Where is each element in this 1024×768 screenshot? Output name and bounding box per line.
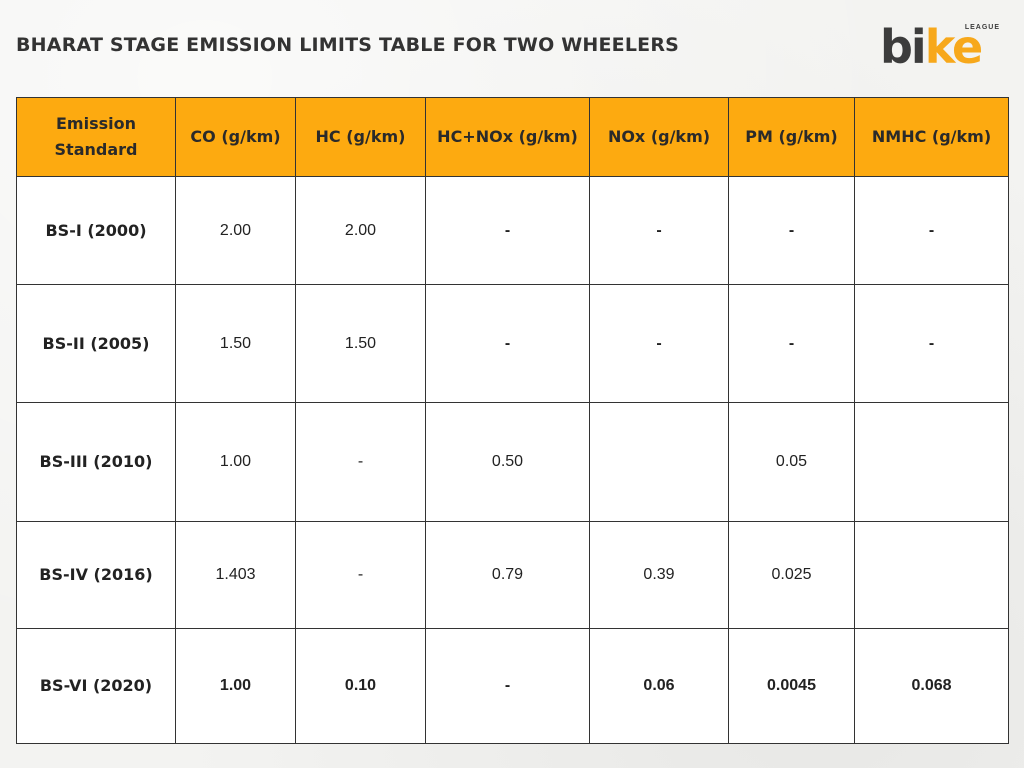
logo-text-part1: bi xyxy=(880,20,927,74)
cell-nox: 0.06 xyxy=(589,627,729,745)
cell-hc: 0.10 xyxy=(295,627,426,745)
cell-nmhc xyxy=(854,402,1009,522)
cell-nmhc: 0.068 xyxy=(854,627,1009,745)
logo-wordmark: bike xyxy=(880,24,983,70)
cell-nox: - xyxy=(589,284,729,404)
table-row: BS-IV (2016) 1.403 - 0.79 0.39 0.025 xyxy=(16,520,1009,629)
cell-nmhc: - xyxy=(854,284,1009,404)
table-row: BS-VI (2020) 1.00 0.10 - 0.06 0.0045 0.0… xyxy=(16,627,1009,745)
cell-hc-nox: - xyxy=(425,175,590,286)
header-hc: HC (g/km) xyxy=(295,97,426,177)
cell-hc-nox: 0.50 xyxy=(425,402,590,522)
row-label: BS-II (2005) xyxy=(16,284,176,404)
emission-limits-table: Emission Standard CO (g/km) HC (g/km) HC… xyxy=(16,97,1009,745)
cell-nox: - xyxy=(589,175,729,286)
logo-league-text: LEAGUE xyxy=(964,24,1000,31)
table-header-row: Emission Standard CO (g/km) HC (g/km) HC… xyxy=(16,97,1009,177)
cell-pm: 0.0045 xyxy=(728,627,855,745)
logo-text-part2: ke xyxy=(924,20,984,74)
cell-co: 2.00 xyxy=(175,175,296,286)
table-row: BS-I (2000) 2.00 2.00 - - - - xyxy=(16,175,1009,286)
cell-co: 1.00 xyxy=(175,402,296,522)
row-label: BS-III (2010) xyxy=(16,402,176,522)
cell-hc-nox: 0.79 xyxy=(425,520,590,629)
cell-co: 1.50 xyxy=(175,284,296,404)
cell-pm: 0.05 xyxy=(728,402,855,522)
row-label: BS-I (2000) xyxy=(16,175,176,286)
header-pm: PM (g/km) xyxy=(728,97,855,177)
cell-hc: - xyxy=(295,402,426,522)
cell-co: 1.00 xyxy=(175,627,296,745)
row-label: BS-VI (2020) xyxy=(16,627,176,745)
cell-nmhc: - xyxy=(854,175,1009,286)
cell-hc-nox: - xyxy=(425,284,590,404)
cell-hc: 1.50 xyxy=(295,284,426,404)
page-title: BHARAT STAGE EMISSION LIMITS TABLE FOR T… xyxy=(16,34,680,56)
cell-hc: 2.00 xyxy=(295,175,426,286)
cell-nox xyxy=(589,402,729,522)
header-hc-nox: HC+NOx (g/km) xyxy=(425,97,590,177)
cell-hc-nox: - xyxy=(425,627,590,745)
cell-nox: 0.39 xyxy=(589,520,729,629)
table-row: BS-III (2010) 1.00 - 0.50 0.05 xyxy=(16,402,1009,522)
cell-pm: 0.025 xyxy=(728,520,855,629)
cell-co: 1.403 xyxy=(175,520,296,629)
bikeleague-logo: bike LEAGUE xyxy=(880,24,1004,72)
header-co: CO (g/km) xyxy=(175,97,296,177)
row-label: BS-IV (2016) xyxy=(16,520,176,629)
header-emission-standard: Emission Standard xyxy=(16,97,176,177)
header-nox: NOx (g/km) xyxy=(589,97,729,177)
header-nmhc: NMHC (g/km) xyxy=(854,97,1009,177)
cell-pm: - xyxy=(728,284,855,404)
cell-nmhc xyxy=(854,520,1009,629)
cell-pm: - xyxy=(728,175,855,286)
table-row: BS-II (2005) 1.50 1.50 - - - - xyxy=(16,284,1009,404)
cell-hc: - xyxy=(295,520,426,629)
